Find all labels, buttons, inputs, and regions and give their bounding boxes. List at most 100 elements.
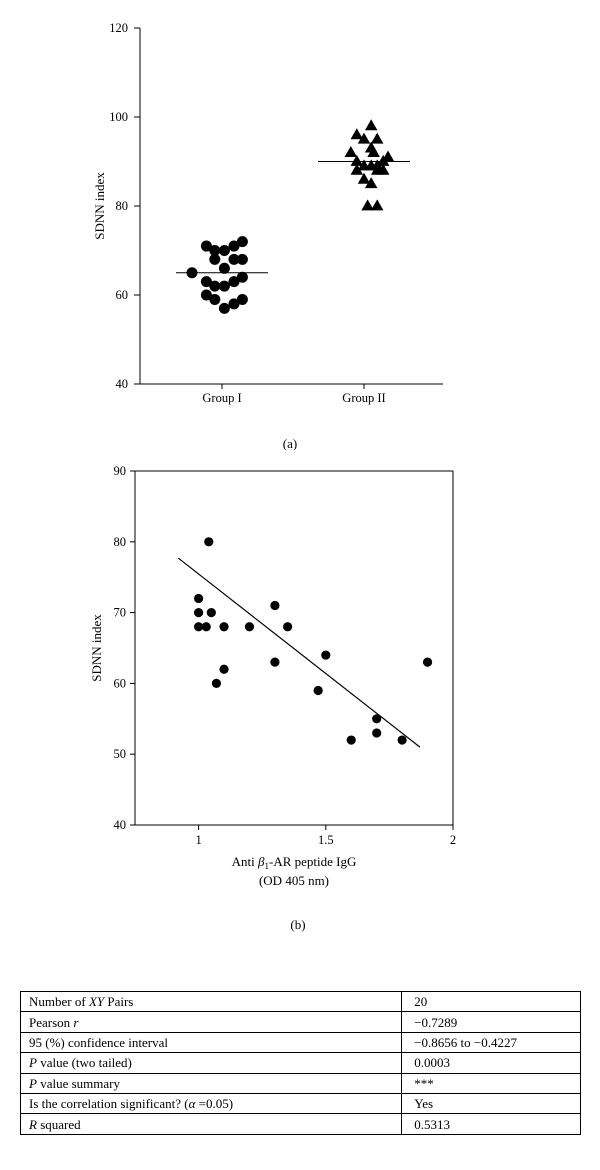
stats-row: Number of XY Pairs 20 [19,990,581,1013]
group-i-point [228,240,240,252]
group-i-point [228,298,240,310]
data-point [346,735,356,745]
group-ii-point [367,146,380,157]
stats-label-text: =0.05) [195,1096,234,1112]
data-point [194,622,204,632]
group-i-point [200,240,212,252]
y-tick-label-b: 80 [114,535,127,549]
stats-label: Is the correlation significant? (α =0.05… [19,1092,403,1115]
data-point [270,600,280,611]
stats-label: P value summary [19,1072,403,1094]
stats-value: 0.5313 [401,1113,581,1135]
group-i-point [209,280,221,292]
stats-value: −0.7289 [401,1011,581,1033]
group-i-point [209,245,221,256]
stats-label-text: value (two tailed) [36,1055,132,1071]
group-ii-point [370,132,384,144]
stats-label-text: value summary [36,1075,120,1091]
x-axis-label-b: Anti β1-AR peptide IgG [232,854,357,871]
data-point [194,608,204,618]
panel-label-a: (a) [283,436,297,450]
stats-row: R squared 0.5313 [19,1113,581,1135]
stats-row: P value summary *** [19,1072,581,1094]
group-ii-point [376,154,390,166]
regression-line [177,557,421,748]
y-axis-label-a: SDNN index [92,172,107,240]
stats-value: Yes [401,1092,581,1115]
correlation-stats-table: Number of XY Pairs 20 Pearson r −0.7289 95 (… [19,990,581,1135]
stats-row: P value (two tailed) 0.0003 [19,1052,581,1074]
data-point [244,622,255,632]
stats-label: 95 (%) confidence interval [19,1031,403,1054]
stats-label-italic: P [29,1075,37,1091]
stats-value: −0.8656 to −0.4227 [401,1031,581,1054]
data-point [201,622,211,632]
group-i-point [200,289,212,301]
data-point [397,735,407,745]
data-point [422,657,433,667]
y-tick-label-b: 60 [114,676,127,690]
group-i-point [228,276,240,288]
stats-label-italic: α [188,1096,196,1112]
group-ii-point [364,119,378,131]
data-point [219,622,229,632]
stats-row: Pearson r −0.7289 [19,1011,581,1033]
group-ii-point [344,146,358,157]
data-point [372,728,382,738]
group-ii-point [357,132,371,144]
stats-label-text: 95 (%) confidence interval [29,1034,168,1050]
y-tick-label-a: 100 [109,110,128,124]
group-ii-point [350,154,364,166]
y-axis-label-b: SDNN index [89,614,104,682]
group-ii-point [350,163,364,175]
stats-label-text: Pearson [29,1014,74,1030]
stats-label-text: squared [36,1116,81,1132]
data-point [194,593,204,604]
group-ii-point [376,163,390,175]
x-tick-label-b: 1.5 [318,833,334,847]
plot-frame-b [134,470,454,826]
y-tick-label-a: 60 [116,288,129,302]
stats-row: 95 (%) confidence interval −0.8656 to −0.… [19,1031,581,1054]
group-i-point [228,253,240,265]
group-i-point [218,262,230,274]
y-tick-label-b: 40 [114,818,127,832]
stats-label-italic: XY [88,994,105,1010]
panel-label-b: (b) [290,917,305,932]
y-tick-label-a: 80 [116,199,129,213]
stats-value: 20 [401,990,581,1013]
stats-label-text: Number of [29,994,89,1010]
data-point [270,657,280,667]
y-tick-label-b: 70 [114,606,127,620]
x-axis-label-b-line2: (OD 405 nm) [259,873,329,888]
x-tick-label-b: 2 [450,833,456,847]
data-point [219,664,229,674]
stats-value: *** [401,1072,581,1094]
group-i-point [218,280,230,292]
x-tick-label-b: 1 [195,833,201,847]
y-tick-label-a: 120 [109,21,128,35]
y-tick-label-b: 90 [114,464,127,478]
group-i-point [236,253,248,265]
group-i-point [236,236,248,248]
group-ii-point [364,177,378,189]
y-tick-label-a: 40 [116,377,129,391]
stats-label-text: Pairs [104,994,134,1010]
stats-label-italic: P [29,1055,37,1071]
stats-label: R squared [19,1113,403,1135]
stats-label-italic: R [29,1116,37,1132]
data-point [372,714,382,724]
group-i-point [200,276,212,288]
stats-label-italic: r [73,1014,79,1030]
group-ii-point [350,128,364,140]
data-point [211,678,222,688]
group-i-point [236,271,248,283]
data-point [206,608,216,618]
group-i-point [209,293,221,305]
group-i-point [209,253,221,265]
stats-row: Is the correlation significant? (α =0.05… [19,1092,581,1115]
group-i-point [236,293,248,305]
stats-label: Number of XY Pairs [19,990,403,1013]
stats-label: Pearson r [19,1011,403,1033]
group-i-point [218,245,230,256]
